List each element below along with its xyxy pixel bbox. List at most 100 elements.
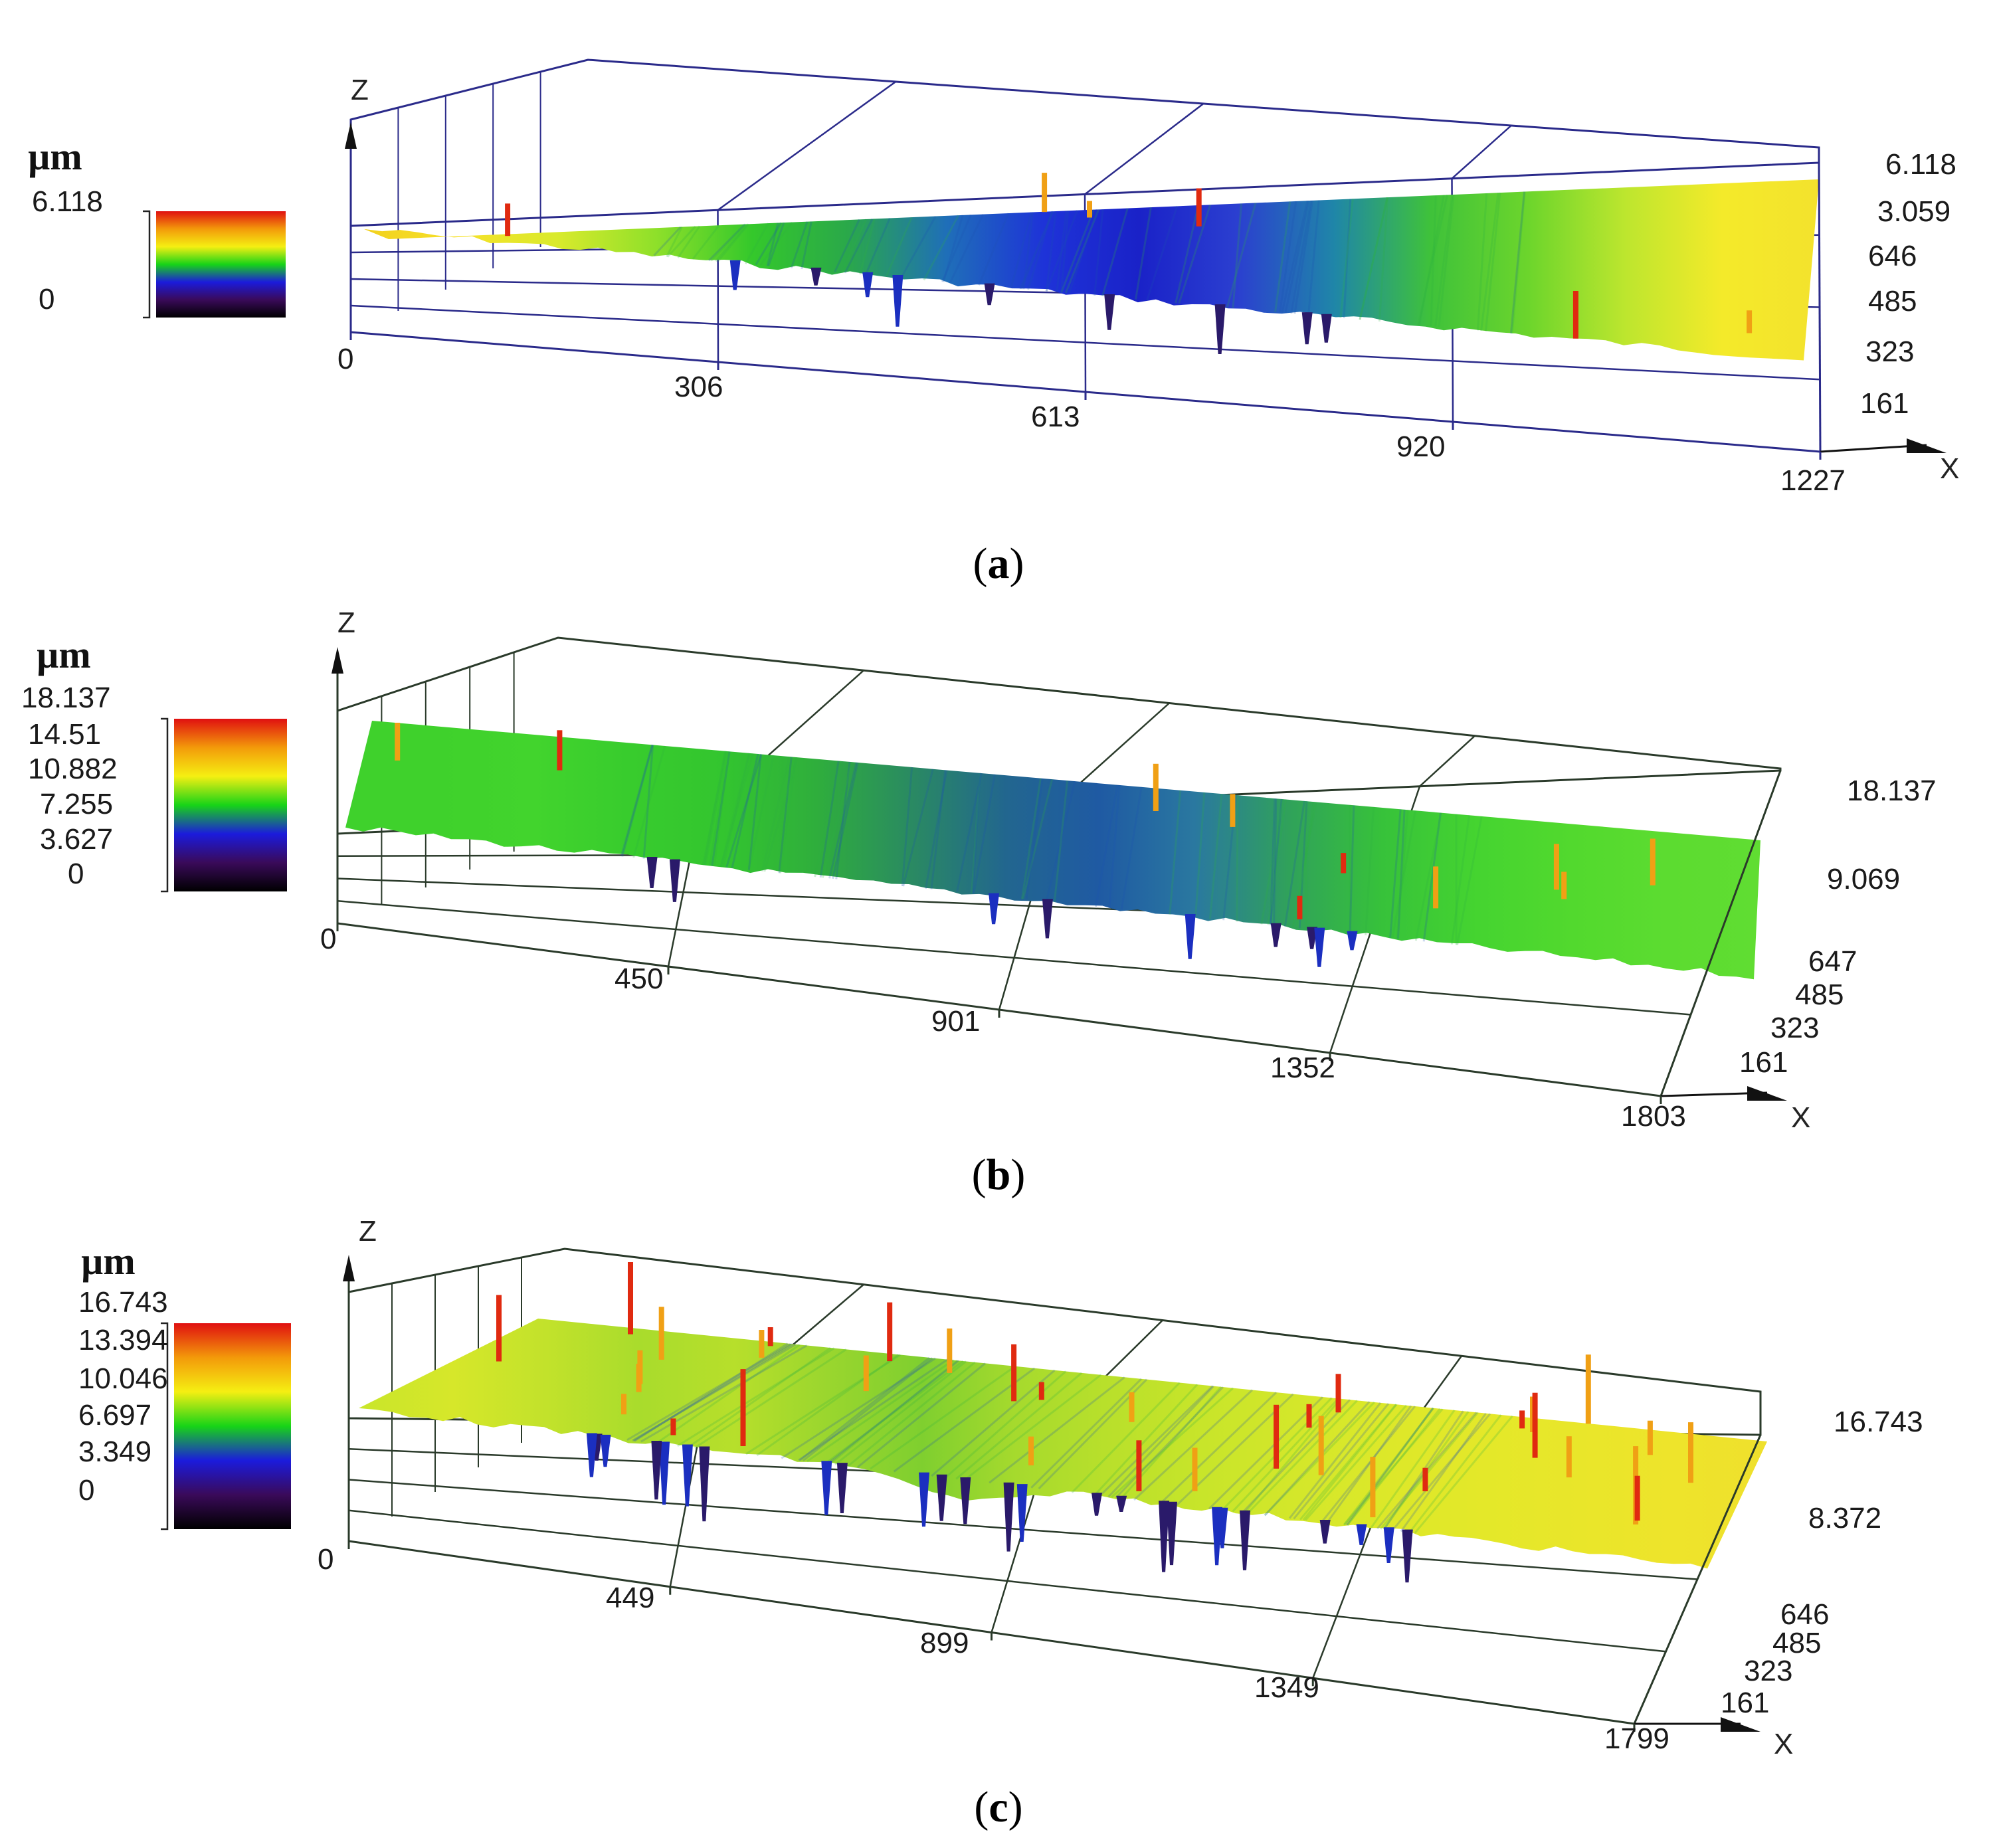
surface-streak [1030, 1378, 1143, 1489]
surface-streak [1509, 191, 1525, 334]
surface-streak [1208, 794, 1223, 919]
x-tick-c-0: 0 [318, 1543, 333, 1576]
surface-streak [941, 214, 972, 282]
peak [1196, 188, 1202, 227]
valley [646, 857, 658, 888]
z-tick-a-0: 3.059 [1877, 195, 1950, 228]
peak [1297, 895, 1303, 919]
surface-streak [1020, 211, 1054, 290]
z-tick-b-0: 9.069 [1827, 863, 1900, 895]
surface-streak [1408, 1414, 1502, 1533]
surface-streak [1269, 798, 1276, 925]
surface-streak [1226, 203, 1257, 308]
valley [1104, 294, 1115, 330]
surface-streak [1293, 200, 1314, 314]
valley [1347, 931, 1358, 951]
valley [1185, 914, 1196, 959]
z-axis-arrow [332, 647, 343, 674]
surface-streak [1391, 1413, 1491, 1531]
peak [1422, 1467, 1428, 1491]
surface-streak [1456, 816, 1483, 945]
valley [586, 1433, 597, 1477]
surface-streak [1194, 792, 1206, 917]
surface-streak [1304, 801, 1307, 929]
surface-streak [1349, 805, 1355, 934]
peak [1318, 1416, 1324, 1475]
valley [1319, 1520, 1331, 1544]
colorbar-bracket [161, 1322, 169, 1530]
surface-streak [1274, 201, 1291, 312]
colorbar-b [174, 719, 287, 891]
x-tick-a-2: 613 [1031, 401, 1080, 433]
surface-streak [1511, 191, 1526, 334]
surface-streak [626, 1342, 792, 1441]
back-grid-line [1451, 125, 1512, 179]
back-grid-line [1419, 735, 1475, 787]
valley [1167, 1501, 1177, 1566]
surface [359, 1319, 1767, 1569]
x-tick-b-3: 1352 [1270, 1052, 1335, 1084]
surface-streak [759, 221, 793, 266]
x-axis-arrow [1721, 1717, 1760, 1732]
surface-streak [677, 225, 701, 258]
surface-streak [692, 225, 720, 260]
surface-streak [1400, 1412, 1487, 1532]
surface-streak [1281, 200, 1309, 313]
surface-streak [715, 223, 749, 262]
z-tick-c-1: 16.743 [1834, 1406, 1923, 1438]
surface-streak [1178, 204, 1212, 304]
peak [759, 1330, 765, 1358]
surface-streak [1343, 1407, 1435, 1526]
back-grid-line [1084, 103, 1204, 195]
peak [505, 203, 511, 236]
surface-streak [688, 1346, 832, 1448]
surface-streak [1094, 209, 1104, 296]
surface-streak [745, 1354, 902, 1455]
surface-streak [1438, 194, 1455, 327]
surface-streak [824, 1360, 964, 1465]
surface-streak [761, 756, 791, 872]
surface-streak [1146, 205, 1179, 301]
x-tick-a-1: 306 [674, 371, 723, 403]
surface-streak [828, 762, 858, 879]
surface-streak [1430, 195, 1437, 327]
colorbar-tick-b-2: 10.882 [28, 753, 118, 785]
peak [1028, 1436, 1034, 1465]
surface-streak [1068, 209, 1098, 294]
surface-streak [1107, 1385, 1214, 1498]
valley [1301, 312, 1313, 345]
surface-streak [1025, 778, 1044, 899]
peak [1335, 1374, 1341, 1413]
surface-streak [801, 221, 812, 270]
surface-streak [1345, 1407, 1434, 1526]
surface-streak [666, 225, 696, 258]
surface-streak [1346, 1408, 1441, 1526]
valley [1159, 1501, 1170, 1572]
surface-streak [989, 1376, 1125, 1484]
peak [1532, 1392, 1538, 1458]
surface-streak [694, 1348, 847, 1449]
colorbar-c [174, 1323, 291, 1529]
surface-streak [973, 774, 996, 894]
surface-streak [1246, 1400, 1358, 1515]
valley [810, 267, 822, 286]
colorbar-tick-b-4: 3.627 [40, 823, 113, 856]
z-axis-label-b: Z [337, 606, 355, 639]
surface-streak [1064, 209, 1100, 294]
peak [1519, 1410, 1525, 1429]
surface-streak [1022, 212, 1034, 290]
surface [364, 179, 1819, 361]
back-grid-line [717, 80, 896, 211]
surface-streak [1346, 1407, 1434, 1526]
valley [1092, 1493, 1102, 1516]
peak [395, 723, 401, 761]
valley [1383, 1527, 1394, 1563]
peak [1370, 1457, 1376, 1518]
surface-streak [1279, 201, 1297, 313]
surface-streak [978, 213, 1010, 286]
surface-streak [634, 1342, 789, 1442]
colorbar-tick-b-1: 14.51 [28, 718, 101, 751]
peak [767, 1327, 773, 1346]
surface-streak [779, 757, 797, 874]
surface-streak [864, 217, 891, 276]
